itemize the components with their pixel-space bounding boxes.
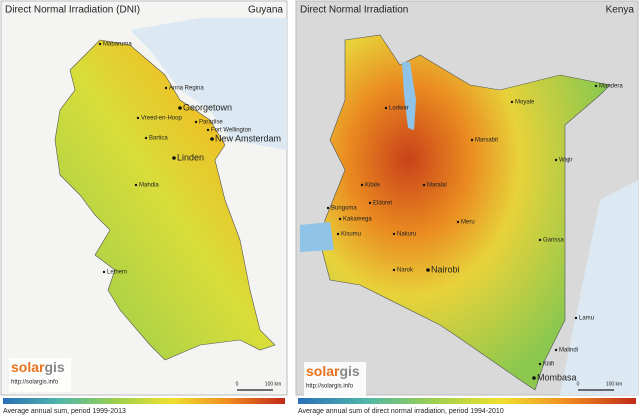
city-label: Mabaruma: [103, 42, 132, 48]
city-label: Vreed-en-Hoop: [141, 116, 182, 122]
city-label: Mombasa: [537, 372, 577, 382]
city-label: Lamu: [579, 316, 594, 322]
city-label: Lodwar: [389, 106, 409, 112]
city-label: Lethem: [107, 270, 127, 276]
city-label: Mandera: [599, 84, 623, 90]
logo-box: [304, 362, 366, 396]
city-label: Maralal: [427, 183, 447, 189]
logo: solargis: [306, 363, 360, 379]
city-dot: [210, 137, 214, 141]
city-dot: [360, 183, 364, 187]
city-label: Nakuru: [397, 232, 416, 238]
city-label: Kitale: [365, 183, 381, 189]
country-name: Guyana: [248, 5, 283, 16]
city-label: Moyale: [515, 100, 535, 106]
lake-turkana: [402, 62, 416, 130]
city-dot: [510, 100, 514, 104]
logo: solargis: [11, 359, 65, 375]
scale-end: 100 km: [606, 381, 622, 387]
city-label: Georgetown: [183, 102, 232, 112]
city-dot: [538, 362, 542, 366]
city-dot: [594, 84, 598, 88]
city-dot: [338, 217, 342, 221]
city-label: Paradise: [199, 120, 223, 126]
city-dot: [574, 316, 578, 320]
city-dot: [384, 106, 388, 110]
legend-caption: Average annual sum, period 1999-2013: [3, 408, 126, 415]
city-label: Kakamega: [343, 217, 372, 223]
city-dot: [554, 348, 558, 352]
city-label: New Amsterdam: [215, 133, 281, 143]
guyana-map: [54, 39, 276, 361]
legend-bar: [298, 398, 636, 404]
logo-url: http://solargis.info: [306, 384, 354, 390]
country-name: Kenya: [606, 5, 635, 16]
city-dot: [136, 116, 140, 120]
city-label: Wajir: [559, 158, 572, 164]
city-dot: [206, 128, 210, 132]
legend-bar: [3, 398, 285, 404]
city-label: Eldoret: [373, 201, 392, 207]
city-label: Bungoma: [331, 206, 357, 212]
city-dot: [426, 268, 430, 272]
city-dot: [422, 183, 426, 187]
city-dot: [538, 238, 542, 242]
city-dot: [392, 232, 396, 236]
city-label: Bartica: [149, 136, 168, 142]
city-dot: [102, 270, 106, 274]
city-dot: [134, 183, 138, 187]
city-label: Mahdia: [139, 183, 159, 189]
city-label: Narok: [397, 268, 414, 274]
logo-url: http://solargis.info: [11, 380, 59, 386]
city-dot: [326, 206, 330, 210]
city-dot: [194, 120, 198, 124]
city-dot: [456, 220, 460, 224]
city-label: Nairobi: [431, 264, 460, 274]
city-label: Malindi: [559, 348, 578, 354]
city-dot: [368, 201, 372, 205]
city-label: Kisumu: [341, 232, 361, 238]
city-label: Meru: [461, 220, 475, 226]
ocean: [130, 18, 287, 150]
city-label: Fort Wellington: [211, 128, 251, 134]
city-dot: [164, 86, 168, 90]
city-dot: [554, 158, 558, 162]
city-dot: [178, 106, 182, 110]
logo-box: [9, 358, 71, 392]
city-label: Marsabit: [475, 138, 498, 144]
city-dot: [144, 136, 148, 140]
scale-end: 100 km: [265, 381, 281, 387]
city-dot: [172, 156, 176, 160]
logo-gis: gis: [339, 363, 359, 379]
city-dot: [470, 138, 474, 142]
logo-solar: solar: [306, 363, 340, 379]
city-dot: [532, 376, 536, 380]
logo-gis: gis: [44, 359, 64, 375]
lake-victoria: [300, 222, 334, 252]
scale-start: 0: [577, 381, 580, 387]
logo-solar: solar: [11, 359, 45, 375]
ocean: [560, 180, 638, 395]
city-label: Garissa: [543, 238, 564, 244]
map-title: Direct Normal Irradiation: [300, 5, 408, 16]
city-dot: [336, 232, 340, 236]
city-label: Anna Regina: [169, 86, 204, 92]
scale-start: 0: [236, 381, 239, 387]
city-dot: [392, 268, 396, 272]
city-label: Linden: [177, 152, 204, 162]
map-title: Direct Normal Irradiation (DNI): [5, 5, 140, 16]
legend-caption: Average annual sum of direct normal irra…: [298, 408, 504, 415]
kenya-map: [321, 34, 611, 391]
city-label: Kilifi: [543, 362, 554, 368]
labels: Direct Normal Irradiation (DNI) Guyana Mab…: [3, 5, 636, 415]
city-dot: [98, 42, 102, 46]
